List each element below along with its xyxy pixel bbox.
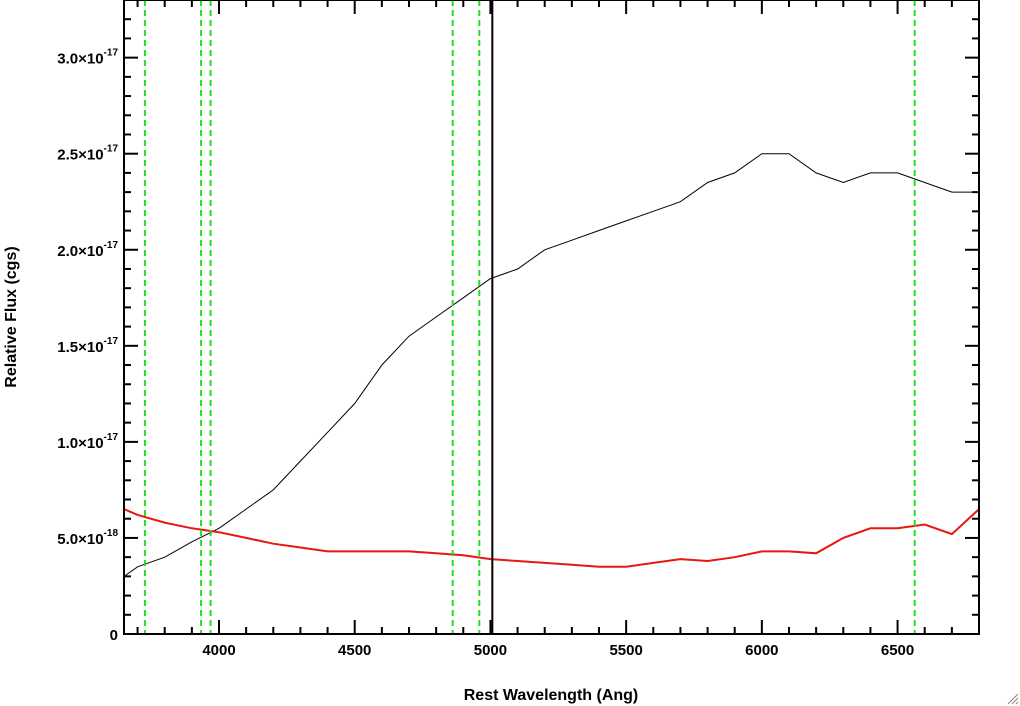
reference-lines [143,0,916,634]
resize-grip-icon[interactable] [1007,693,1019,705]
y-tick-label: 1.0×10-17 [57,432,118,452]
y-tick-label: 0 [110,627,118,644]
y-tick-label: 2.0×10-17 [57,240,118,260]
plot-frame [123,0,980,635]
y-tick-label: 3.0×10-17 [57,48,118,68]
series-layer [123,153,980,577]
y-axis-title: Relative Flux (cgs) [3,246,20,387]
x-tick-label: 4500 [338,642,371,659]
tick-labels: 4000 4500 5000 5500 6000 6500 0 5.0×10-18 1.0×10… [57,48,914,659]
y-tick-label: 1.5×10-17 [57,336,118,356]
x-tick-label: 6000 [745,642,778,659]
series-line-error [123,508,980,568]
y-tick-label: 5.0×10-18 [57,528,118,548]
x-tick-label: 4000 [202,642,235,659]
y-tick-label: 2.5×10-17 [57,144,118,164]
x-axis-title: Rest Wavelength (Ang) [464,687,639,704]
axis-ticks [124,0,980,635]
series-line-spectrum [123,153,979,577]
x-tick-label: 5500 [609,642,642,659]
x-tick-label: 6500 [881,642,914,659]
x-tick-label: 5000 [474,642,507,659]
